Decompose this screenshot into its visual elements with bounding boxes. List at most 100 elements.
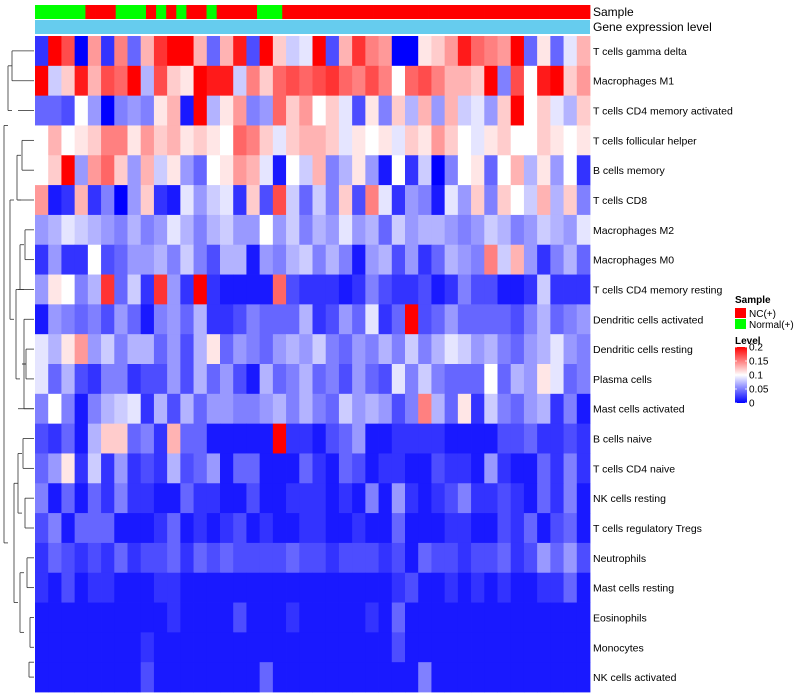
heatmap-cell (246, 244, 261, 275)
heatmap-cell (220, 185, 234, 216)
sample-annotation-cell (458, 5, 465, 19)
heatmap-cell (405, 393, 419, 425)
heatmap-cell (206, 542, 221, 574)
heatmap-cell (576, 632, 591, 663)
heatmap-cell (286, 602, 300, 633)
heatmap-cell (550, 125, 564, 156)
heatmap-cell (299, 155, 313, 186)
heatmap-cell (220, 632, 234, 663)
heatmap-cell (61, 423, 76, 454)
heatmap-cell (127, 632, 142, 663)
heatmap-cell (312, 632, 327, 663)
heatmap-cell (484, 274, 498, 305)
heatmap-cell (471, 602, 485, 633)
sample-annotation-cell (55, 5, 61, 19)
heatmap-cell (550, 36, 564, 67)
heatmap-cell (405, 662, 419, 693)
heatmap-cell (286, 125, 300, 156)
heatmap-cell (550, 423, 564, 454)
sample-annotation-cell (398, 5, 404, 19)
heatmap-cell (272, 572, 287, 603)
heatmap-cell (391, 572, 406, 603)
heatmap-cell (246, 304, 261, 335)
heatmap-cell (576, 244, 591, 275)
heatmap-cell (471, 244, 485, 275)
heatmap-cell (61, 393, 76, 425)
heatmap-cell (405, 155, 419, 186)
heatmap-cell (220, 393, 234, 425)
heatmap-cell (510, 185, 525, 216)
heatmap-cell (576, 214, 591, 246)
heatmap-cell (418, 662, 432, 693)
heatmap-cell (286, 662, 300, 693)
heatmap-cell (35, 483, 49, 514)
heatmap-cell (563, 274, 578, 305)
heatmap-cell (431, 304, 446, 335)
heatmap-cell (101, 393, 115, 425)
sample-annotation-cell (246, 5, 253, 19)
heatmap-cell (550, 632, 564, 663)
heatmap-cell (457, 65, 472, 97)
heatmap-cell (550, 364, 564, 395)
sample-annotation-cell (519, 5, 525, 19)
heatmap-cell (48, 513, 62, 544)
heatmap-cell (391, 393, 406, 425)
heatmap-cell (74, 632, 89, 663)
heatmap-cell (87, 125, 102, 156)
sample-annotation-cell (211, 5, 218, 19)
sample-annotation-cell (504, 5, 510, 19)
heatmap-cell (550, 244, 564, 275)
heatmap-cell (405, 214, 419, 246)
heatmap-cell (563, 602, 578, 633)
heatmap-cell (405, 65, 419, 97)
heatmap-cell (193, 185, 208, 216)
heatmap-cell (365, 513, 379, 544)
heatmap-cell (193, 632, 208, 663)
heatmap-cell (444, 662, 459, 693)
sample-annotation-cell (100, 5, 107, 19)
heatmap-cell (299, 274, 313, 305)
heatmap-cell (484, 513, 498, 544)
heatmap-cell (471, 304, 485, 335)
heatmap-cell (365, 602, 379, 633)
heatmap-cell (365, 542, 379, 574)
heatmap-cell (48, 453, 62, 484)
heatmap-cell (74, 662, 89, 693)
heatmap-cell (365, 95, 379, 126)
row-labels: T cells gamma delta Macrophages M1 T cells… (593, 46, 733, 684)
legend-sample-label: Normal(+) (749, 320, 794, 331)
heatmap-cell (325, 155, 340, 186)
heatmap-cell (233, 364, 247, 395)
heatmap-cell (365, 364, 379, 395)
heatmap-cell (35, 65, 49, 97)
heatmap-cell (87, 483, 102, 514)
heatmap-cell (87, 542, 102, 574)
heatmap-cell (378, 483, 393, 514)
heatmap-cell (286, 572, 300, 603)
heatmap-cell (457, 662, 472, 693)
heatmap-cell (140, 185, 155, 216)
heatmap-cell (391, 125, 406, 156)
heatmap-cell (484, 423, 498, 454)
heatmap-cell (246, 662, 261, 693)
heatmap-cell (325, 423, 340, 454)
heatmap-cell (444, 423, 459, 454)
heatmap-cell (87, 274, 102, 305)
heatmap-cell (259, 364, 274, 395)
sample-annotation-cell (262, 5, 268, 19)
heatmap-cell (391, 602, 406, 633)
heatmap-cell (74, 274, 89, 305)
heatmap-cell (35, 155, 49, 186)
heatmap-cell (153, 274, 168, 305)
heatmap-cell (233, 155, 247, 186)
heatmap-cell (444, 483, 459, 514)
heatmap-cell (233, 185, 247, 216)
heatmap-cell (286, 334, 300, 365)
sample-annotation-cell (105, 5, 112, 19)
heatmap-cell (378, 334, 393, 365)
heatmap-cell (299, 453, 313, 484)
heatmap-cell (537, 125, 551, 156)
heatmap-cell (35, 185, 49, 216)
heatmap-cell (233, 125, 247, 156)
heatmap-cell (457, 572, 472, 603)
